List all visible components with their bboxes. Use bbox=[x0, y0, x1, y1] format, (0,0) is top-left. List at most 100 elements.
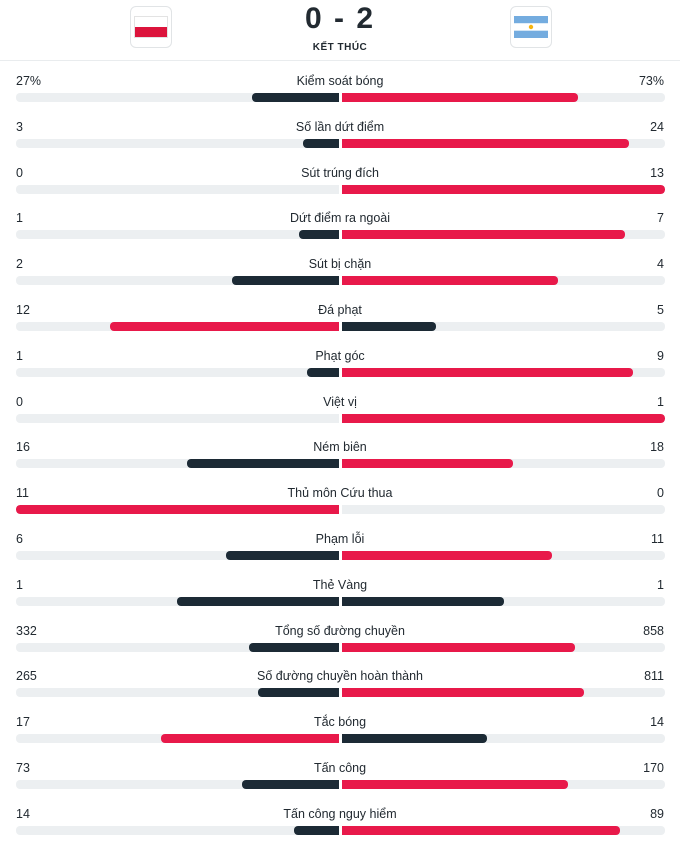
home-stat-bar-fill bbox=[16, 505, 339, 515]
stat-label: Dứt điểm ra ngoài bbox=[289, 211, 391, 226]
home-stat-bar-track bbox=[16, 688, 339, 698]
away-stat-bar-fill bbox=[342, 138, 629, 148]
stat-row: 0 Sút trúng đích 13 bbox=[0, 158, 680, 204]
away-stat-bar-track bbox=[342, 505, 665, 515]
home-stat-value: 1 bbox=[16, 577, 23, 592]
away-stat-bar-fill bbox=[342, 93, 578, 102]
away-stat-value: 24 bbox=[650, 119, 664, 134]
home-stat-value: 14 bbox=[16, 806, 30, 821]
home-stat-bar-track bbox=[16, 184, 339, 194]
away-team-flag[interactable] bbox=[510, 6, 552, 48]
away-stat-value: 1 bbox=[657, 394, 664, 409]
away-stat-bar-track bbox=[342, 138, 665, 148]
stat-label: Kiểm soát bóng bbox=[296, 74, 384, 88]
away-stat-value: 858 bbox=[643, 623, 664, 638]
home-stat-bar-track bbox=[16, 230, 339, 240]
home-stat-value: 332 bbox=[16, 623, 37, 638]
home-stat-bar-track bbox=[16, 413, 339, 423]
stat-label: Tổng số đường chuyền bbox=[275, 623, 405, 638]
home-stat-value: 73 bbox=[16, 761, 30, 775]
stat-row: 1 Dứt điểm ra ngoài 7 bbox=[0, 203, 680, 249]
home-stat-bar-fill bbox=[294, 825, 339, 835]
home-stat-bar-track bbox=[16, 276, 339, 286]
argentina-flag-icon bbox=[514, 16, 548, 38]
away-stat-value: 811 bbox=[644, 669, 664, 684]
home-stat-bar-track bbox=[16, 93, 339, 102]
home-stat-value: 1 bbox=[16, 348, 23, 363]
stat-row: 11 Thủ môn Cứu thua 0 bbox=[0, 478, 680, 524]
home-stat-bar-fill bbox=[303, 138, 339, 148]
away-stat-bar-track bbox=[342, 825, 665, 835]
home-stat-value: 12 bbox=[16, 303, 30, 317]
away-stat-bar-fill bbox=[342, 276, 558, 286]
away-stat-value: 170 bbox=[643, 761, 664, 775]
stat-row: 332 Tổng số đường chuyền 858 bbox=[0, 616, 680, 662]
match-status: KẾT THÚC bbox=[312, 42, 368, 53]
home-stat-value: 3 bbox=[16, 119, 23, 134]
away-stat-bar-fill bbox=[342, 184, 665, 194]
stat-label: Số lần dứt điểm bbox=[295, 119, 385, 134]
home-stat-bar-fill bbox=[258, 688, 339, 698]
away-stat-bar-track bbox=[342, 459, 665, 469]
away-stat-bar-fill bbox=[342, 413, 665, 423]
home-stat-value: 0 bbox=[16, 394, 23, 409]
stat-label: Thủ môn Cứu thua bbox=[287, 486, 393, 501]
away-stat-bar-fill bbox=[342, 596, 504, 606]
away-stat-value: 1 bbox=[657, 577, 664, 592]
stat-row: 16 Ném biên 18 bbox=[0, 432, 680, 478]
stat-label: Việt vị bbox=[323, 394, 357, 409]
stat-row: 6 Phạm lỗi 11 bbox=[0, 524, 680, 570]
home-stat-value: 27% bbox=[16, 74, 42, 88]
home-stat-bar-fill bbox=[307, 367, 339, 377]
home-stat-bar-fill bbox=[299, 230, 339, 240]
stat-row: 3 Số lần dứt điểm 24 bbox=[0, 112, 680, 158]
home-stat-value: 1 bbox=[16, 211, 23, 226]
stat-row: 17 Tắc bóng 14 bbox=[0, 707, 680, 753]
stat-row: 12 Đá phạt 5 bbox=[0, 295, 680, 341]
away-stat-bar-track bbox=[342, 551, 665, 560]
home-stat-value: 16 bbox=[16, 440, 30, 455]
stat-label: Tấn công nguy hiểm bbox=[283, 806, 397, 821]
stat-label: Thẻ Vàng bbox=[312, 577, 368, 592]
home-stat-bar-track bbox=[16, 642, 339, 652]
stat-label: Tắc bóng bbox=[313, 715, 367, 730]
away-stat-value: 4 bbox=[657, 257, 664, 272]
away-stat-bar-fill bbox=[342, 459, 513, 469]
stat-row: 1 Phạt góc 9 bbox=[0, 341, 680, 387]
home-stat-bar-fill bbox=[177, 596, 339, 606]
away-stat-value: 14 bbox=[650, 715, 664, 730]
away-stat-bar-track bbox=[342, 230, 665, 240]
away-stat-bar-track bbox=[342, 276, 665, 286]
away-stat-value: 11 bbox=[651, 532, 664, 546]
home-stat-bar-fill bbox=[252, 93, 339, 102]
away-stat-value: 18 bbox=[650, 440, 664, 455]
home-stat-bar-track bbox=[16, 322, 339, 331]
away-stat-value: 5 bbox=[657, 303, 664, 317]
home-stat-bar-fill bbox=[187, 459, 339, 469]
stat-row: 27% Kiểm soát bóng 73% bbox=[0, 66, 680, 112]
away-stat-value: 7 bbox=[657, 211, 664, 226]
away-stat-bar-fill bbox=[342, 780, 568, 789]
stat-row: 1 Thẻ Vàng 1 bbox=[0, 570, 680, 616]
away-stat-value: 9 bbox=[657, 348, 664, 363]
away-stat-bar-fill bbox=[342, 642, 575, 652]
home-stat-value: 11 bbox=[16, 486, 29, 501]
home-stat-bar-track bbox=[16, 734, 339, 744]
home-stat-bar-fill bbox=[242, 780, 339, 789]
away-stat-bar-track bbox=[342, 734, 665, 744]
away-stat-bar-track bbox=[342, 322, 665, 331]
away-stat-bar-track bbox=[342, 93, 665, 102]
away-stat-value: 89 bbox=[650, 806, 664, 821]
stat-label: Sút trúng đích bbox=[301, 165, 379, 180]
away-stat-value: 0 bbox=[657, 486, 664, 501]
home-stat-bar-fill bbox=[226, 551, 339, 560]
stat-row: 14 Tấn công nguy hiểm 89 bbox=[0, 799, 680, 845]
away-stat-bar-track bbox=[342, 688, 665, 698]
away-stat-bar-fill bbox=[342, 367, 633, 377]
home-stat-bar-track bbox=[16, 596, 339, 606]
away-stat-bar-fill bbox=[342, 734, 487, 744]
home-team-flag[interactable] bbox=[130, 6, 172, 48]
stat-label: Ném biên bbox=[313, 440, 367, 455]
stat-row: 73 Tấn công 170 bbox=[0, 753, 680, 799]
home-stat-bar-track bbox=[16, 367, 339, 377]
